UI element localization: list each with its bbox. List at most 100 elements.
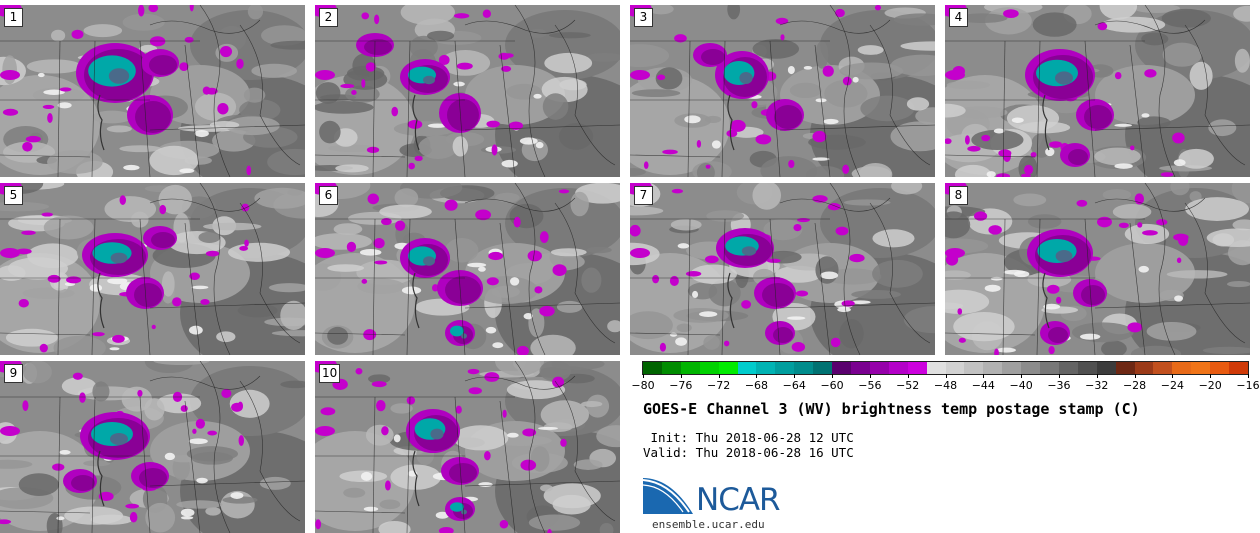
- stamp-panel-7: 7: [630, 183, 935, 355]
- colorbar-swatch: [643, 362, 662, 374]
- stamp-label: 4: [949, 8, 968, 27]
- colorbar-swatch: [661, 362, 681, 374]
- colorbar-swatch: [1115, 362, 1135, 374]
- colorbar-tick: [983, 374, 985, 378]
- colorbar-swatch: [1229, 362, 1248, 374]
- colorbar-swatch: [945, 362, 965, 374]
- stamp-label: 3: [634, 8, 653, 27]
- colorbar-tick: [1210, 374, 1212, 378]
- stamp-label: 9: [4, 364, 23, 383]
- colorbar-tick-label: −56: [858, 379, 882, 392]
- colorbar-tick: [832, 374, 834, 378]
- stamp-panel-1: 1: [0, 5, 305, 177]
- colorbar-swatch: [907, 362, 927, 374]
- colorbar-tick: [1058, 374, 1060, 378]
- stamp-panel-5: 5: [0, 183, 305, 355]
- stamp-panel-8: 8: [945, 183, 1250, 355]
- site-url: ensemble.ucar.edu: [652, 518, 765, 531]
- colorbar: [642, 361, 1249, 375]
- stamp-label: 1: [4, 8, 23, 27]
- stamp-panel-10: 10: [315, 361, 620, 533]
- colorbar-tick-label: −28: [1122, 379, 1147, 392]
- colorbar-swatch: [850, 362, 870, 374]
- colorbar-tick-label: −16: [1236, 379, 1260, 392]
- ncar-logo-icon: [643, 478, 693, 514]
- wv-map: [315, 183, 620, 355]
- colorbar-tick: [1248, 374, 1249, 378]
- colorbar-swatch: [1058, 362, 1078, 374]
- stamp-label: 8: [949, 186, 968, 205]
- colorbar-tick: [643, 374, 644, 378]
- stamp-panel-2: 2: [315, 5, 620, 177]
- valid-time: Valid: Thu 2018-06-28 16 UTC: [643, 445, 854, 460]
- colorbar-swatch: [1040, 362, 1059, 374]
- colorbar-swatch: [737, 362, 757, 374]
- colorbar-swatch: [1021, 362, 1041, 374]
- colorbar-swatch: [926, 362, 946, 374]
- wv-map: [0, 361, 305, 533]
- colorbar-swatch: [1134, 362, 1154, 374]
- stamp-panel-6: 6: [315, 183, 620, 355]
- colorbar-swatch: [680, 362, 700, 374]
- colorbar-ticks: −80 −76 −72 −68 −64 −60 −56 −52 −48 −44 −40 −36 −32−…: [631, 374, 1260, 392]
- stamp-label: 6: [319, 186, 338, 205]
- colorbar-swatch: [1153, 362, 1173, 374]
- colorbar-tick: [1096, 374, 1098, 378]
- colorbar-swatch: [794, 362, 814, 374]
- colorbar-swatch: [1077, 362, 1097, 374]
- colorbar-swatch: [964, 362, 984, 374]
- colorbar-tick-label: −44: [971, 379, 995, 392]
- colorbar-swatch: [832, 362, 851, 374]
- colorbar-swatch: [1096, 362, 1116, 374]
- colorbar-tick: [1021, 374, 1023, 378]
- colorbar-tick-label: −64: [782, 379, 806, 392]
- colorbar-tick: [869, 374, 871, 378]
- wv-map: [630, 5, 935, 177]
- stamp-label: 2: [319, 8, 338, 27]
- colorbar-swatch: [718, 362, 738, 374]
- wv-map: [945, 183, 1250, 355]
- wv-map: [315, 5, 620, 177]
- colorbar-tick-label: −20: [1198, 379, 1222, 392]
- wv-map: [945, 5, 1250, 177]
- ncar-logo-text: NCAR: [696, 482, 781, 518]
- colorbar-tick-label: −68: [744, 379, 769, 392]
- init-time: Init: Thu 2018-06-28 12 UTC: [643, 430, 854, 445]
- colorbar-swatch: [983, 362, 1003, 374]
- colorbar-swatch: [699, 362, 719, 374]
- colorbar-swatch: [869, 362, 889, 374]
- colorbar-tick: [907, 374, 909, 378]
- colorbar-tick: [794, 374, 796, 378]
- colorbar-swatch: [1191, 362, 1211, 374]
- wv-map: [630, 183, 935, 355]
- colorbar-tick-label: −76: [669, 379, 693, 392]
- colorbar-tick-label: −24: [1160, 379, 1184, 392]
- colorbar-tick-label: −48: [933, 379, 958, 392]
- colorbar-tick-label: −80: [631, 379, 655, 392]
- colorbar-tick-label: −60: [820, 379, 844, 392]
- colorbar-tick-label: −36: [1047, 379, 1071, 392]
- colorbar-tick-label: −52: [896, 379, 920, 392]
- colorbar-swatch: [813, 362, 833, 374]
- page-title: GOES-E Channel 3 (WV) brightness temp po…: [643, 400, 1140, 418]
- colorbar-swatch: [1210, 362, 1230, 374]
- colorbar-swatch: [1172, 362, 1192, 374]
- wv-map: [0, 5, 305, 177]
- colorbar-swatch: [888, 362, 908, 374]
- stamp-label: 10: [319, 364, 341, 383]
- stamp-label: 7: [634, 186, 653, 205]
- colorbar-tick: [1172, 374, 1174, 378]
- colorbar-tick: [680, 374, 682, 378]
- colorbar-tick: [945, 374, 947, 378]
- colorbar-swatch: [1002, 362, 1022, 374]
- wv-map: [0, 183, 305, 355]
- colorbar-tick-label: −40: [1009, 379, 1033, 392]
- colorbar-tick-label: −32: [1085, 379, 1109, 392]
- stamp-panel-4: 4: [945, 5, 1250, 177]
- colorbar-swatch: [775, 362, 795, 374]
- colorbar-tick-label: −72: [707, 379, 731, 392]
- colorbar-tick: [756, 374, 758, 378]
- colorbar-swatch: [756, 362, 776, 374]
- stamp-panel-3: 3: [630, 5, 935, 177]
- wv-map: [315, 361, 620, 533]
